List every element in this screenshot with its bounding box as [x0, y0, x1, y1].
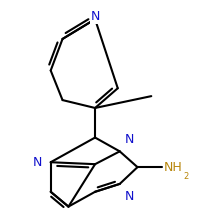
- Text: N: N: [124, 133, 133, 146]
- Text: N: N: [32, 156, 42, 169]
- Text: NH: NH: [163, 161, 182, 174]
- Text: 2: 2: [183, 172, 188, 181]
- Text: N: N: [124, 190, 133, 203]
- Text: N: N: [90, 10, 99, 23]
